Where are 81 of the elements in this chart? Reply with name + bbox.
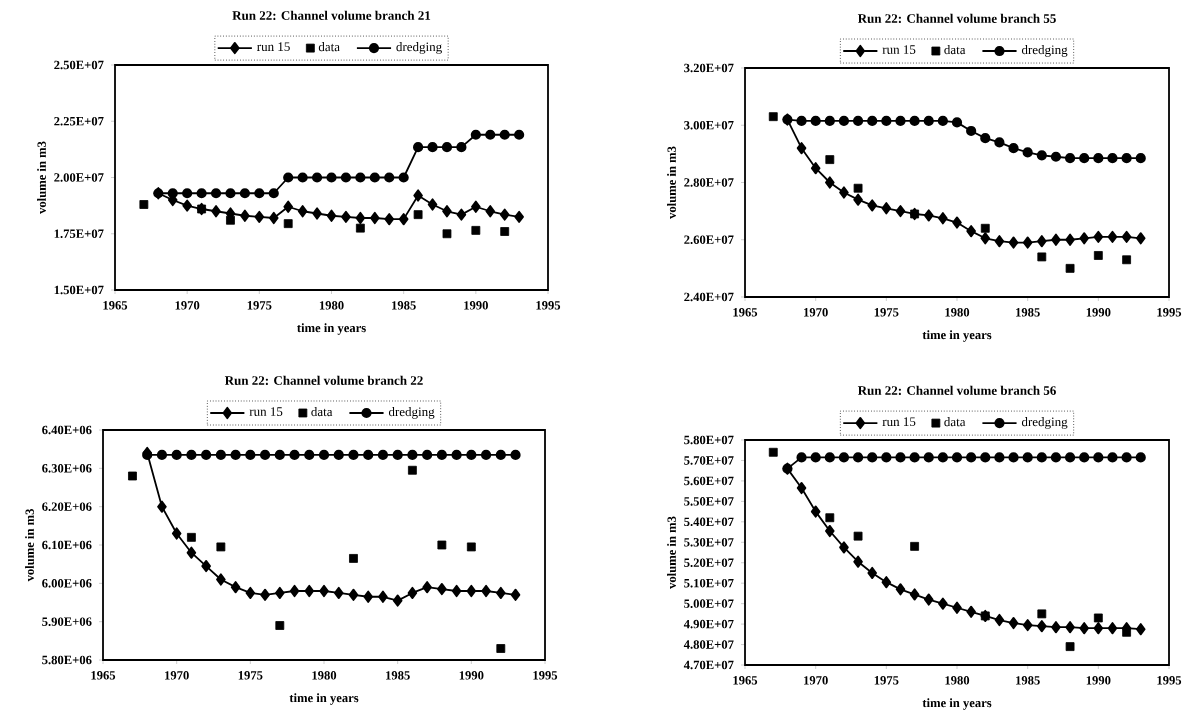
- legend-label: data: [944, 45, 966, 55]
- y-axis-title: volume in m3: [25, 509, 34, 582]
- x-tick-label: 1985: [1016, 308, 1040, 317]
- y-axis-title: volume in m3: [667, 516, 676, 589]
- x-tick-label: 1995: [1157, 676, 1182, 685]
- legend-label: run 15: [882, 45, 916, 54]
- x-tick-label: 1995: [533, 671, 558, 680]
- y-tick-label: 2.50E+07: [54, 60, 104, 70]
- x-axis-title: time in years: [922, 698, 992, 710]
- x-tick-label: 1970: [804, 308, 828, 317]
- y-tick-label: 3.00E+07: [684, 120, 734, 130]
- x-tick-label: 1980: [945, 676, 970, 685]
- x-tick-label: 1965: [733, 676, 758, 685]
- x-tick-label: 1985: [392, 301, 416, 310]
- x-tick-label: 1965: [733, 308, 758, 317]
- y-tick-label: 3.20E+07: [684, 63, 734, 73]
- y-tick-label: 5.20E+07: [684, 558, 734, 568]
- y-tick-label: 6.40E+06: [42, 425, 92, 435]
- y-tick-label: 4.90E+07: [683, 619, 734, 629]
- y-tick-label: 5.80E+06: [42, 655, 92, 665]
- x-tick-label: 1975: [874, 308, 899, 317]
- y-tick-label: 4.70E+07: [683, 660, 734, 670]
- x-axis-title: time in years: [297, 323, 366, 335]
- y-tick-label: 6.30E+06: [42, 464, 92, 473]
- y-tick-label: 5.70E+07: [684, 456, 734, 465]
- y-tick-label: 5.90E+06: [42, 617, 92, 626]
- y-tick-label: 4.80E+07: [683, 640, 734, 649]
- legend-label: data: [311, 407, 333, 417]
- y-tick-label: 1.75E+07: [54, 229, 104, 239]
- y-tick-label: 6.10E+06: [42, 540, 92, 550]
- x-tick-label: 1990: [464, 301, 488, 310]
- x-tick-label: 1970: [804, 676, 828, 685]
- chart-title: Run 22: Channel volume branch 21: [232, 10, 431, 20]
- chart-title: Run 22: Channel volume branch 55: [857, 13, 1056, 23]
- y-axis-title: volume in m3: [667, 146, 676, 219]
- x-tick-label: 1990: [1086, 308, 1111, 317]
- x-tick-label: 1980: [945, 308, 970, 317]
- y-tick-label: 5.30E+07: [684, 538, 734, 547]
- legend-label: dredging: [1021, 45, 1068, 57]
- y-tick-label: 2.40E+07: [684, 292, 734, 302]
- y-tick-label: 5.60E+07: [684, 476, 734, 486]
- legend-label: dredging: [1021, 417, 1068, 429]
- y-tick-label: 5.10E+07: [684, 578, 734, 588]
- x-tick-label: 1970: [165, 671, 189, 680]
- x-tick-label: 1975: [874, 676, 899, 685]
- x-tick-label: 1980: [319, 301, 344, 310]
- chart-title: Run 22: Channel volume branch 56: [857, 385, 1056, 395]
- x-tick-label: 1980: [312, 671, 337, 680]
- x-tick-label: 1965: [103, 301, 128, 310]
- x-tick-label: 1965: [91, 671, 116, 680]
- legend-label: run 15: [249, 407, 283, 416]
- y-tick-label: 6.20E+06: [42, 502, 92, 511]
- y-tick-label: 2.00E+07: [54, 173, 104, 182]
- x-tick-label: 1985: [1016, 676, 1040, 685]
- x-tick-label: 1970: [175, 301, 200, 310]
- y-tick-label: 2.80E+07: [684, 178, 734, 187]
- legend-label: data: [944, 417, 966, 427]
- x-tick-label: 1990: [459, 671, 484, 680]
- y-axis-title: volume in m3: [37, 141, 46, 214]
- y-tick-label: 6.00E+06: [42, 579, 92, 588]
- legend-label: dredging: [388, 407, 435, 419]
- y-tick-label: 5.50E+07: [684, 497, 734, 506]
- y-tick-label: 5.00E+07: [684, 599, 734, 608]
- legend-label: run 15: [882, 417, 916, 427]
- x-axis-title: time in years: [922, 330, 992, 342]
- x-tick-label: 1985: [386, 671, 410, 680]
- x-tick-label: 1990: [1086, 676, 1111, 685]
- y-tick-label: 2.25E+07: [54, 116, 104, 126]
- y-tick-label: 2.60E+07: [684, 235, 734, 245]
- y-tick-label: 1.50E+07: [54, 285, 104, 295]
- y-tick-label: 5.40E+07: [684, 517, 734, 527]
- chart-title: Run 22: Channel volume branch 22: [224, 375, 423, 385]
- legend-label: run 15: [257, 42, 290, 52]
- legend-label: data: [318, 42, 340, 52]
- x-tick-label: 1995: [536, 301, 561, 310]
- x-axis-title: time in years: [289, 693, 359, 705]
- x-tick-label: 1995: [1157, 308, 1182, 317]
- x-tick-label: 1975: [247, 301, 272, 310]
- y-tick-label: 5.80E+07: [684, 435, 734, 445]
- legend-label: dredging: [396, 42, 442, 54]
- x-tick-label: 1975: [238, 671, 263, 680]
